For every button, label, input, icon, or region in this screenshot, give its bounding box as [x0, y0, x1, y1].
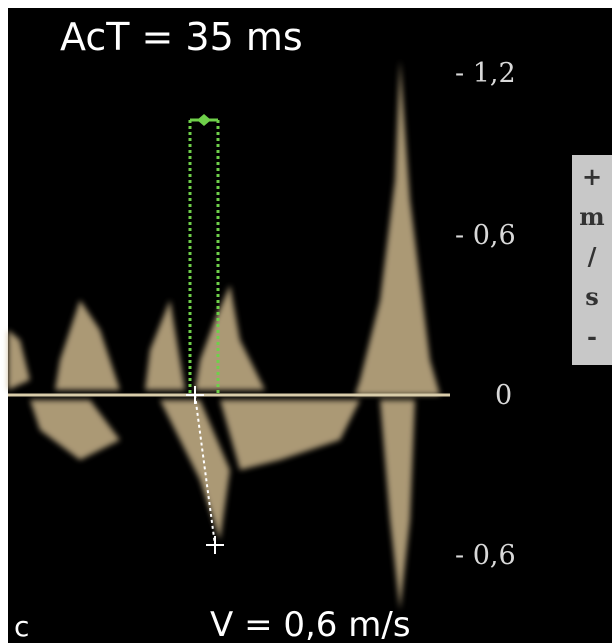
scale-tick: - 1,2 [455, 58, 516, 89]
act-label: AcT = 35 ms [60, 15, 303, 59]
unit-text: / [588, 242, 597, 271]
scale-tick: - 0,6 [455, 540, 516, 571]
unit-text: + [582, 162, 602, 191]
doppler-screen: AcT = 35 ms - 1,2 - 0,6 0 - 0,6 + m / s … [0, 0, 612, 643]
unit-text: s [585, 282, 599, 311]
velocity-label: V = 0,6 m/s [210, 605, 411, 643]
scale-tick: 0 [495, 380, 512, 411]
scale-tick: - 0,6 [455, 220, 516, 251]
unit-text: m [579, 202, 604, 231]
panel-label: c [14, 610, 29, 643]
image-background [8, 8, 612, 643]
unit-text: - [587, 322, 597, 351]
